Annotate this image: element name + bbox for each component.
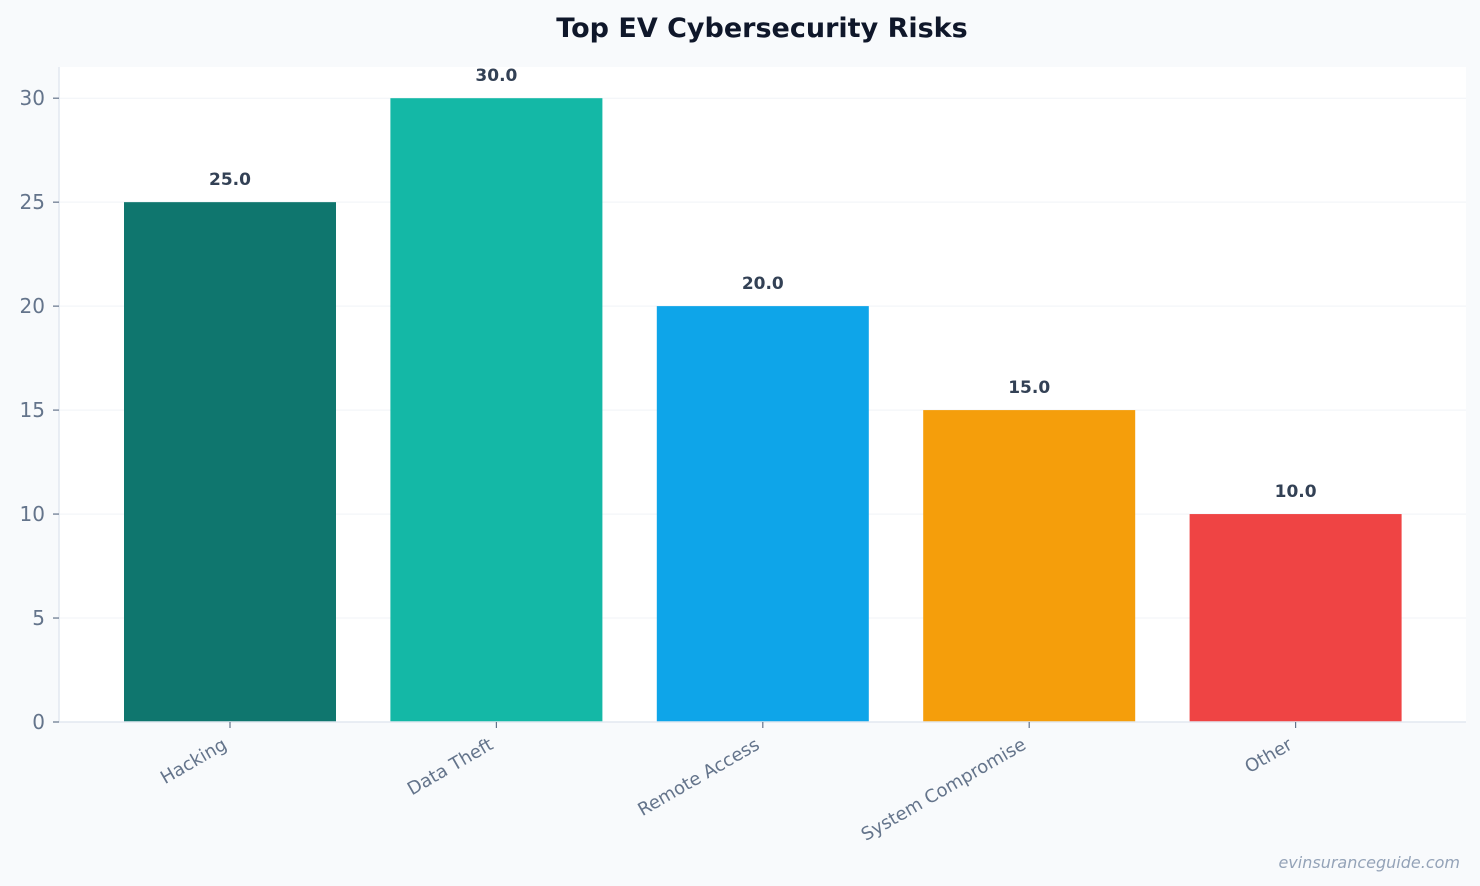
x-ticks: Hacking Data Theft Remote Access System Com… <box>157 722 1297 846</box>
watermark-text: evinsuranceguide.com <box>1278 853 1460 872</box>
y-tick-label: 15 <box>20 398 45 422</box>
bar-data-theft <box>390 98 603 722</box>
x-tick-label: System Compromise <box>858 734 1030 845</box>
bar-value-label: 10.0 <box>1275 482 1317 502</box>
bar-value-label: 25.0 <box>209 170 251 190</box>
y-tick-label: 25 <box>20 190 45 214</box>
x-tick-label: Hacking <box>157 734 230 789</box>
y-tick-label: 20 <box>20 294 45 318</box>
y-tick-label: 0 <box>32 710 45 734</box>
bar-remote-access <box>656 306 869 722</box>
x-tick-label: Remote Access <box>634 734 763 821</box>
x-tick-label: Other <box>1241 734 1296 778</box>
bar-value-labels: 25.0 30.0 20.0 15.0 10.0 <box>209 66 1317 502</box>
bar-other <box>1189 514 1402 722</box>
bar-value-label: 30.0 <box>475 66 517 86</box>
bar-value-label: 15.0 <box>1008 378 1050 398</box>
bar-system-compromise <box>923 410 1136 722</box>
y-ticks: 0 5 10 15 20 25 30 <box>20 86 59 734</box>
x-tick-label: Data Theft <box>404 734 497 800</box>
y-tick-label: 5 <box>32 606 45 630</box>
bar-value-label: 20.0 <box>742 274 784 294</box>
bars <box>124 98 1402 722</box>
bar-hacking <box>124 202 336 722</box>
y-tick-label: 30 <box>20 86 45 110</box>
y-tick-label: 10 <box>20 502 45 526</box>
chart-title: Top EV Cybersecurity Risks <box>556 13 967 44</box>
